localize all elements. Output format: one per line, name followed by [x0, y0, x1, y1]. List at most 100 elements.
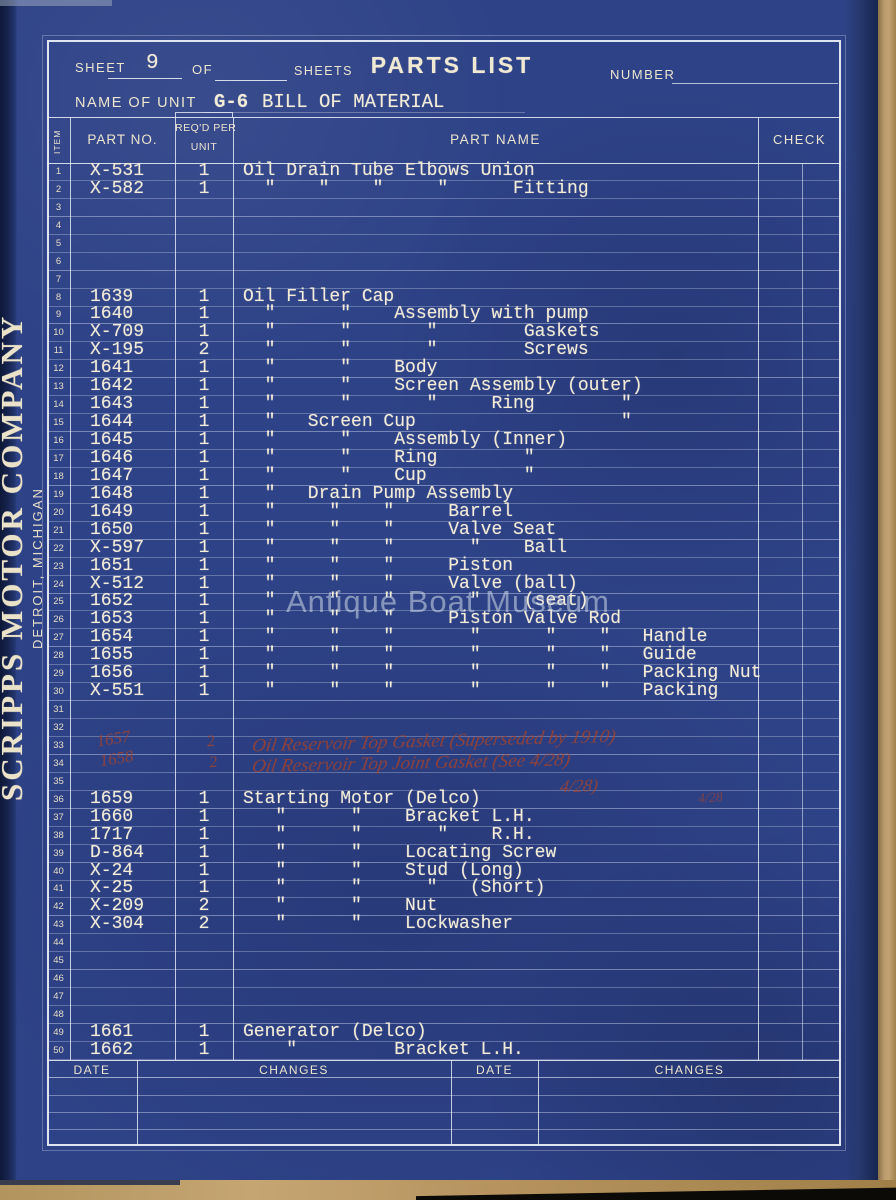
table-row: 30 X-551 1 " " " " " " Packing [47, 682, 841, 702]
item-number: 49 [53, 1026, 64, 1038]
part-no-cell: D-864 [90, 842, 145, 863]
table-row: 42 X-209 2 " " Nut [47, 896, 841, 917]
table-row: 2 X-582 1 " " " " Fitting [47, 178, 841, 199]
item-number: 20 [53, 506, 64, 518]
table-row: 15 1644 1 " Screen Cup " [47, 412, 841, 433]
table-row: 1 X-531 1 Oil Drain Tube Elbows Union [47, 160, 841, 181]
item-number: 4 [55, 219, 62, 231]
table-row: 23 1651 1 " " " Piston [47, 555, 841, 576]
footer-header-rule [47, 1077, 841, 1078]
part-no-cell: X-597 [90, 537, 145, 558]
item-number: 1 [55, 165, 62, 177]
qty-cell: 2 [198, 340, 210, 361]
part-no-cell: X-24 [90, 860, 134, 881]
part-no-cell: 1660 [90, 806, 134, 827]
qty-cell: 1 [198, 806, 210, 827]
col-header-item: ITEM [52, 129, 62, 154]
col-header-part-name: PART NAME [450, 132, 541, 147]
qty-cell: 2 [198, 896, 210, 917]
item-column-rule [70, 117, 71, 1060]
part-no-cell: 1659 [90, 788, 134, 809]
item-number: 11 [53, 345, 64, 357]
part-no-cell: X-195 [90, 340, 145, 361]
table-row: 50 1662 1 " Bracket L.H. [47, 1041, 841, 1060]
item-number: 7 [55, 273, 62, 285]
table-row: 24 X-512 1 " " " Valve (ball) [47, 575, 841, 594]
qty-cell: 1 [198, 304, 210, 325]
part-no-cell: 1642 [90, 376, 134, 397]
table-row: 48 [47, 1006, 841, 1024]
footer-changes2-label: CHANGES [654, 1063, 725, 1077]
part-no-cell: X-709 [90, 322, 145, 343]
part-name-cell: " " " " " " Guide [243, 645, 697, 666]
part-no-cell: 1650 [90, 519, 134, 540]
item-number: 36 [53, 793, 64, 805]
qty-cell: 1 [198, 447, 210, 468]
partname-column-rule [758, 117, 759, 1060]
part-name-cell: " " Cup " [243, 465, 535, 486]
item-number: 45 [53, 955, 64, 967]
paper-edge-right [878, 0, 896, 1200]
part-name-cell: " " Ring " [243, 447, 535, 468]
item-number: 29 [53, 668, 64, 680]
part-name-cell: " " " " " " Handle [243, 627, 708, 648]
item-number: 33 [53, 739, 64, 751]
table-row: 38 1717 1 " " " R.H. [47, 824, 841, 845]
part-name-cell: " " " (Short) [243, 878, 546, 899]
item-number: 15 [53, 417, 64, 429]
paper-edge-bottom [0, 1180, 896, 1200]
part-no-cell: 1644 [90, 412, 134, 433]
table-row: 31 [47, 701, 841, 720]
table-row: 13 1642 1 " " Screen Assembly (outer) [47, 376, 841, 397]
page-title: PARTS LIST [370, 52, 534, 78]
table-row: 22 X-597 1 " " " " Ball [47, 537, 841, 558]
part-no-cell: 1652 [90, 591, 134, 612]
table-row: 47 [47, 988, 841, 1007]
item-number: 12 [53, 363, 64, 375]
item-number: 16 [53, 435, 64, 446]
qty-cell: 1 [198, 483, 210, 504]
qty-cell: 1 [198, 555, 210, 576]
part-name-cell: Oil Drain Tube Elbows Union [243, 160, 535, 181]
item-number: 48 [53, 1009, 64, 1020]
part-no-cell: 1717 [90, 824, 134, 845]
footer-row-rule-2 [47, 1112, 841, 1113]
qty-cell: 1 [198, 178, 210, 199]
qty-cell: 1 [198, 537, 210, 558]
qty-cell: 1 [198, 878, 210, 899]
table-row: 40 X-24 1 " " Stud (Long) [47, 860, 841, 881]
table-row: 16 1645 1 " " Assembly (Inner) [47, 431, 841, 450]
part-no-cell: 1643 [90, 394, 134, 415]
partno-column-rule [175, 117, 176, 1060]
part-no-cell: 1648 [90, 483, 134, 504]
unit-value: G-6 [214, 91, 249, 113]
table-header-top-rule [47, 117, 841, 118]
item-number: 18 [53, 470, 64, 482]
table-row: 17 1646 1 " " Ring " [47, 447, 841, 468]
qty-cell: 1 [198, 412, 210, 433]
col-header-reqd-per: REQ'D PER [175, 122, 237, 134]
part-no-cell: X-531 [90, 160, 145, 181]
table-row: 14 1643 1 " " " Ring " [47, 394, 841, 415]
item-number: 25 [53, 596, 64, 608]
item-number: 27 [53, 632, 64, 644]
part-name-cell: " " " " " " Packing Nut [243, 663, 762, 684]
of-label: OF [192, 62, 214, 77]
table-row: 25 1652 1 " " " " (seat) [47, 591, 841, 612]
table-row: 8 1639 1 Oil Filler Cap [47, 288, 841, 307]
qty-cell: 1 [198, 358, 210, 379]
item-number: 30 [53, 686, 64, 698]
part-no-cell: 1655 [90, 645, 134, 666]
item-number: 5 [55, 237, 62, 249]
material-title: BILL OF MATERIAL [262, 91, 445, 113]
part-no-cell: 1661 [90, 1021, 134, 1042]
qty-cell: 1 [198, 788, 210, 809]
part-name-cell: " " Bracket L.H. [243, 806, 535, 827]
item-number: 46 [53, 973, 64, 985]
part-no-cell: X-209 [90, 896, 145, 917]
name-of-unit-label: NAME OF UNIT [75, 95, 197, 111]
table-row: 4 [47, 217, 841, 235]
part-name-cell: " " Stud (Long) [243, 860, 524, 881]
table-header-bottom-rule [47, 163, 841, 164]
table-row: 3 [47, 199, 841, 217]
